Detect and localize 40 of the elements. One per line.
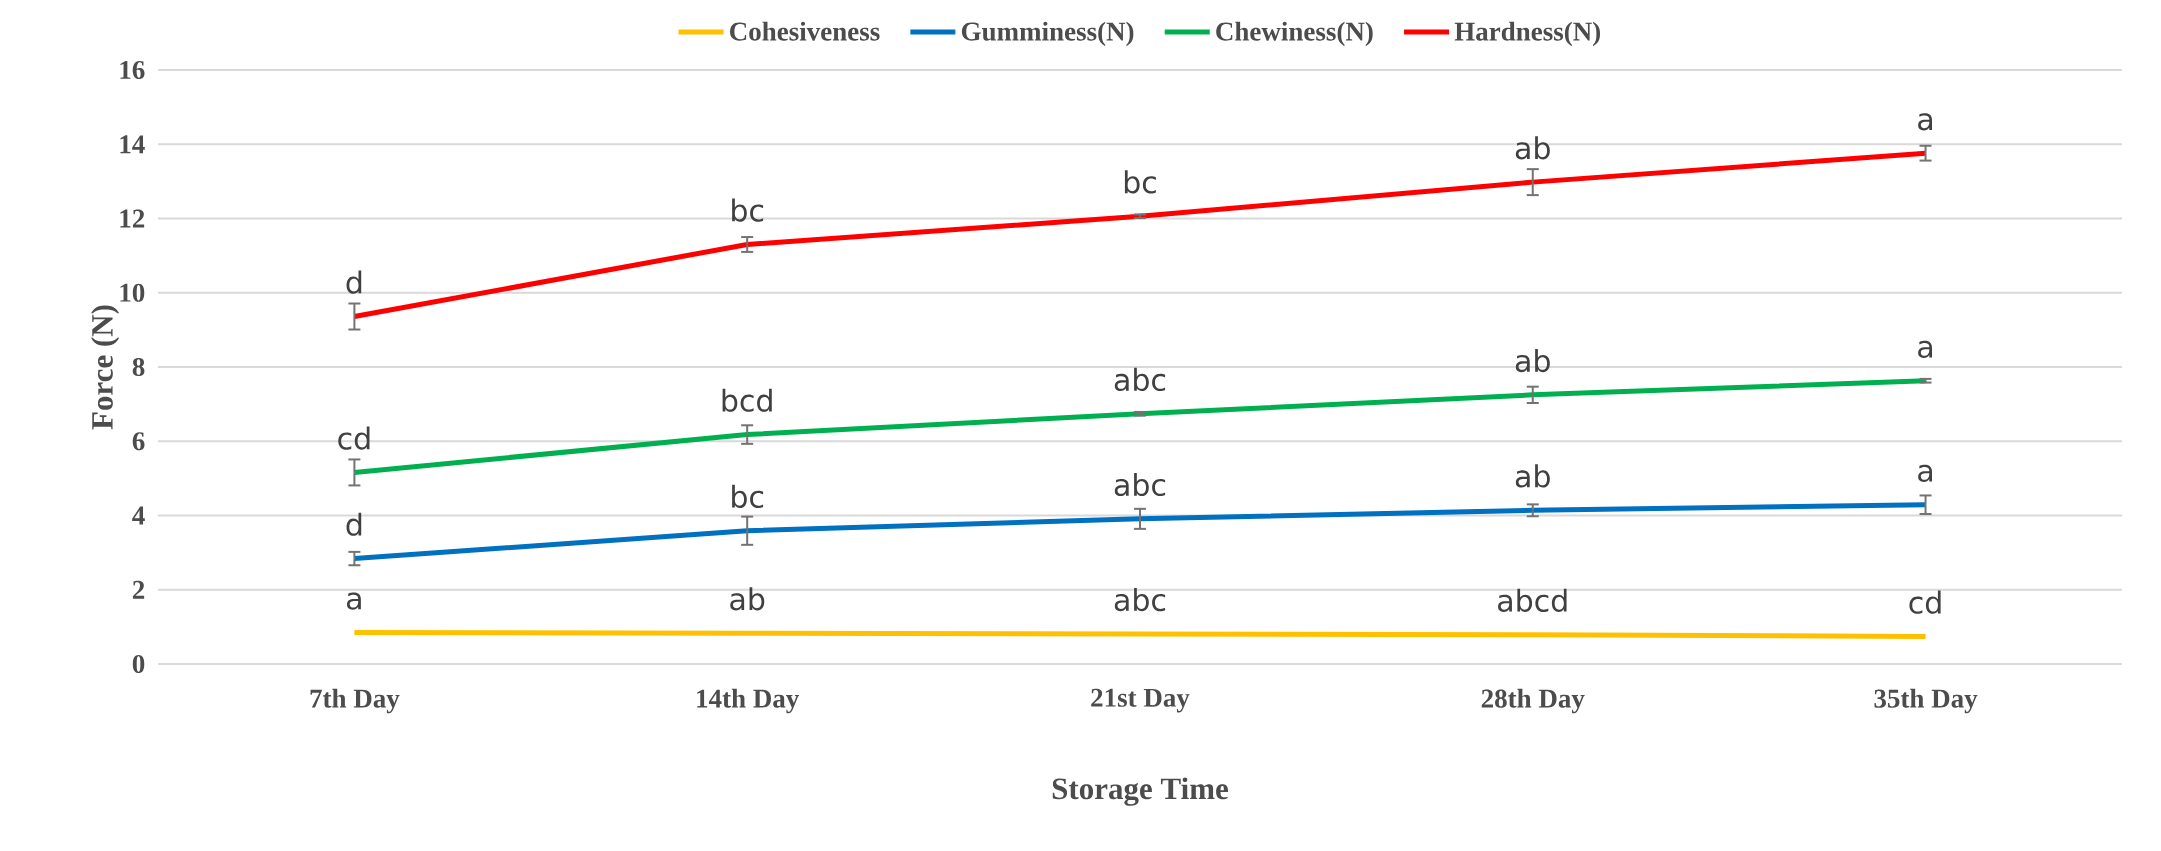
y-tick-label: 8 xyxy=(132,357,145,377)
annotation: cd xyxy=(1909,590,1941,614)
annotation: ab xyxy=(1515,136,1550,160)
legend-label: Gumminess(N) xyxy=(961,21,1134,47)
y-tick-label: 12 xyxy=(120,209,145,228)
annotation: cd xyxy=(338,426,370,450)
annotation: d xyxy=(346,512,362,536)
y-tick-label: 10 xyxy=(120,283,145,302)
x-axis-title: Storage Time xyxy=(1052,777,1228,806)
annotation: bc xyxy=(732,484,764,508)
annotation: bcd xyxy=(722,388,772,412)
annotation: a xyxy=(1918,113,1933,131)
y-tick-label: 4 xyxy=(132,506,145,525)
annotation: d xyxy=(346,270,362,294)
annotation: a xyxy=(347,592,361,610)
y-tick-label: 14 xyxy=(120,135,145,154)
annotation: a xyxy=(1918,464,1933,483)
legend-label: Cohesiveness xyxy=(730,21,880,41)
legend-label: Hardness(N) xyxy=(1454,21,1601,47)
annotation: bc xyxy=(1124,170,1156,194)
legend-label: Chewiness(N) xyxy=(1216,21,1373,47)
annotation: a xyxy=(1918,340,1933,359)
annotation: abc xyxy=(1114,472,1166,497)
y-tick-label: 16 xyxy=(120,60,145,80)
annotation: bc xyxy=(732,198,764,222)
annotation: abcd xyxy=(1498,588,1567,612)
x-tick-label: 7th Day xyxy=(310,688,400,714)
y-tick-label: 0 xyxy=(132,654,145,674)
x-tick-label: 21st Day xyxy=(1091,688,1190,713)
y-axis-title: Force (N) xyxy=(91,305,120,430)
annotation: ab xyxy=(730,587,765,611)
annotation: abc xyxy=(1114,588,1166,612)
x-tick-label: 28th Day xyxy=(1481,688,1585,714)
x-tick-label: 35th Day xyxy=(1874,688,1978,714)
y-tick-label: 6 xyxy=(132,432,145,451)
x-tick-label: 14th Day xyxy=(697,688,800,714)
annotation: ab xyxy=(1515,348,1550,373)
annotation: abc xyxy=(1114,367,1166,392)
annotation: ab xyxy=(1515,464,1550,488)
y-tick-label: 2 xyxy=(132,580,145,599)
